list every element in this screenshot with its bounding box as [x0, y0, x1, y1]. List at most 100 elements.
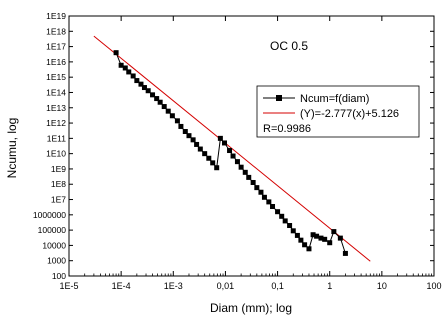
data-point [130, 73, 136, 79]
plot-frame [68, 15, 435, 277]
data-point [318, 235, 324, 241]
data-point [287, 223, 293, 229]
y-tick-label: 1E15 [46, 72, 66, 82]
plot-area: 10010001000010000010000001E71E81E91E101E… [33, 11, 442, 291]
data-point [275, 209, 281, 215]
data-point [266, 199, 272, 205]
data-point [122, 65, 128, 71]
data-point [174, 118, 180, 124]
data-point [314, 233, 320, 239]
data-point [258, 189, 264, 195]
y-tick-label: 1000 [47, 256, 66, 266]
data-point [194, 141, 200, 147]
y-tick-label: 1E12 [46, 118, 66, 128]
data-point [217, 135, 223, 141]
data-point [306, 246, 312, 252]
legend-r-value: R=0.9986 [263, 123, 311, 135]
data-point [169, 113, 175, 119]
data-point [154, 96, 160, 102]
x-tick-label: 1E-4 [112, 281, 131, 291]
legend-marker-data [276, 95, 282, 101]
y-tick-label: 1E11 [47, 133, 66, 143]
data-point [145, 88, 151, 94]
data-point [157, 99, 163, 105]
x-tick-label: 0,01 [217, 281, 235, 291]
data-point [134, 78, 140, 84]
y-tick-label: 1E16 [46, 57, 66, 67]
legend-box [256, 85, 420, 138]
data-point [182, 129, 188, 135]
data-point [270, 204, 276, 210]
y-tick-label: 1E7 [51, 195, 66, 205]
data-point [165, 108, 171, 114]
y-axis-label: Ncumu, log [5, 118, 19, 179]
legend-label-data: Ncum=f(diam) [300, 93, 369, 105]
x-tick-label: 100 [426, 281, 441, 291]
data-point [342, 250, 348, 256]
data-point [202, 151, 208, 157]
y-tick-label: 100000 [38, 225, 67, 235]
data-point [302, 242, 308, 248]
y-tick-label: 1E14 [46, 87, 66, 97]
data-point [310, 232, 316, 238]
data-point [227, 148, 233, 154]
data-point [246, 174, 252, 180]
data-point [298, 237, 304, 243]
data-point [210, 160, 216, 166]
data-point [282, 218, 288, 224]
data-point [126, 69, 132, 75]
data-point [113, 50, 119, 56]
legend-label-fit: (Y)=-2.777(x)+5.126 [300, 108, 399, 120]
data-point [279, 213, 285, 219]
data-point [327, 240, 333, 246]
data-point [214, 165, 220, 171]
data-point [178, 123, 184, 129]
series-fit-line [93, 35, 371, 262]
legend: Ncum=f(diam) (Y)=-2.777(x)+5.126 R=0.998… [256, 85, 420, 138]
data-point [190, 137, 196, 143]
data-point [294, 232, 300, 238]
data-point [150, 92, 156, 98]
y-tick-label: 1E10 [46, 149, 66, 159]
data-point [290, 228, 296, 234]
series-data [113, 50, 348, 256]
fit-line [93, 35, 371, 262]
y-tick-label: 1E19 [46, 11, 66, 21]
data-point [222, 140, 228, 146]
data-point [331, 229, 337, 235]
y-tick-label: 1E13 [46, 103, 66, 113]
data-point [141, 85, 147, 91]
y-tick-label: 1E17 [46, 42, 66, 52]
data-point [337, 235, 343, 241]
x-tick-label: 1 [327, 281, 332, 291]
data-point [230, 153, 236, 159]
data-point [118, 62, 124, 68]
x-axis-label: Diam (mm); log [210, 301, 292, 315]
data-point [322, 236, 328, 242]
data-point [234, 159, 240, 165]
x-tick-label: 1E-5 [59, 281, 78, 291]
x-tick-label: 10 [377, 281, 387, 291]
data-point [197, 146, 203, 152]
data-point [261, 194, 267, 200]
data-point [250, 179, 256, 185]
y-tick-label: 1E18 [46, 26, 66, 36]
y-tick-label: 10000 [42, 240, 66, 250]
x-tick-label: 0,1 [271, 281, 284, 291]
data-point [206, 155, 212, 161]
y-axis: 100 1000 10000 100000 1000000 1E7 1E8 1E9 1E10 1E… [33, 11, 434, 281]
y-tick-label: 1E8 [51, 179, 66, 189]
annotation-label: OC 0.5 [270, 39, 308, 53]
data-point [186, 133, 192, 139]
x-axis: 1E-5 1E-4 1E-3 0,01 0,1 1 10 100 [59, 16, 442, 291]
y-tick-label: 1000000 [33, 210, 66, 220]
data-point [161, 104, 167, 110]
data-point [138, 81, 144, 87]
data-point [238, 164, 244, 170]
data-point [242, 169, 248, 175]
y-tick-label: 100 [52, 271, 66, 281]
y-tick-label: 1E9 [51, 164, 66, 174]
data-point [254, 185, 260, 191]
x-tick-label: 1E-3 [164, 281, 183, 291]
